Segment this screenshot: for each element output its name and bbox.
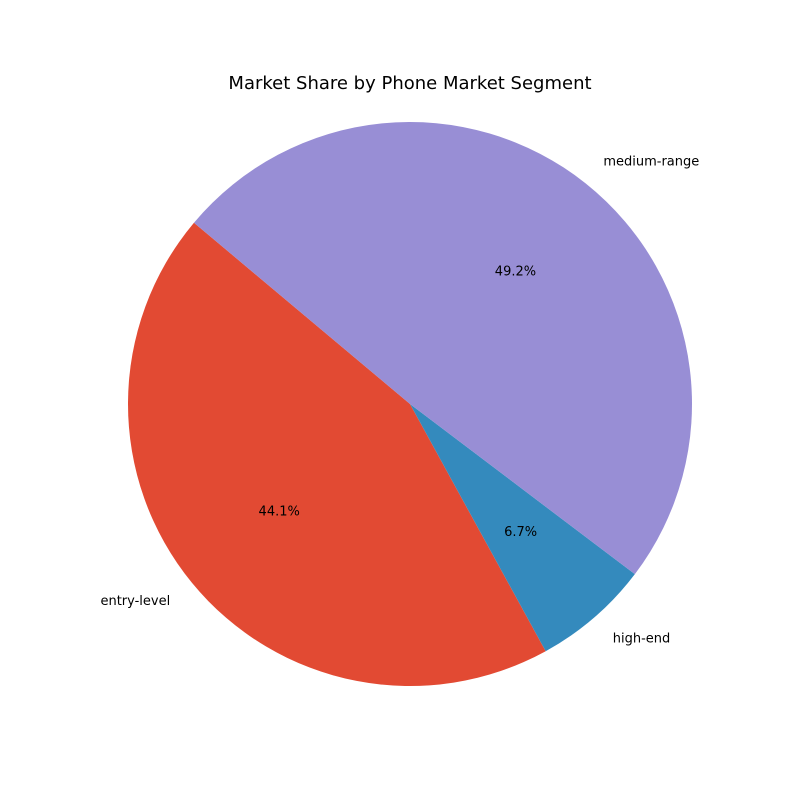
slice-percent-high-end: 6.7% — [504, 525, 537, 540]
slice-percent-medium-range: 49.2% — [495, 265, 536, 280]
pie-slice-entry-level — [128, 222, 546, 686]
slice-label-entry-level: entry-level — [100, 594, 170, 609]
slice-label-high-end: high-end — [613, 632, 671, 647]
slice-percent-entry-level: 44.1% — [259, 504, 300, 519]
slice-label-medium-range: medium-range — [603, 154, 699, 169]
pie-slice-high-end — [410, 404, 635, 652]
chart-title: Market Share by Phone Market Segment — [228, 73, 591, 94]
pie-labels: entry-level 44.1% high-end 6.7% medium-range… — [100, 154, 699, 646]
pie-slices — [128, 121, 692, 686]
pie-slice-medium-range — [193, 121, 692, 575]
